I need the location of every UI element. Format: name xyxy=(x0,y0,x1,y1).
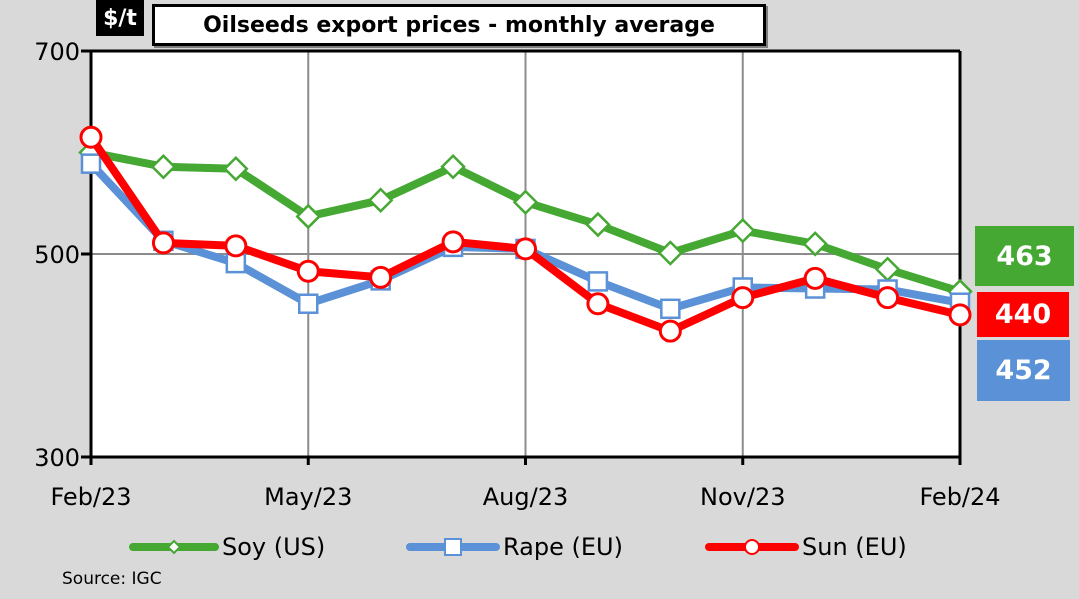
legend-item-sun[interactable]: Sun (EU) xyxy=(704,530,907,564)
data-point xyxy=(79,125,103,149)
legend-item-soy[interactable]: Soy (US) xyxy=(128,530,325,564)
x-tick-label: Feb/24 xyxy=(919,483,1000,511)
data-point xyxy=(731,286,755,310)
chart-title: Oilseeds export prices - monthly average xyxy=(152,4,766,46)
data-point xyxy=(660,298,681,320)
data-point xyxy=(296,259,320,283)
legend-label-soy: Soy (US) xyxy=(222,533,326,561)
data-point xyxy=(729,217,756,244)
legend: Soy (US) Rape (EU) Sun (EU) xyxy=(0,530,1079,564)
data-point xyxy=(295,203,322,230)
data-point xyxy=(441,230,465,254)
latest-value-soy: 463 xyxy=(975,226,1074,286)
x-tick-label: May/23 xyxy=(264,483,352,511)
data-point xyxy=(512,189,539,216)
data-point xyxy=(802,231,828,257)
data-point xyxy=(586,292,610,316)
circle-marker-icon xyxy=(744,539,760,555)
series-sun-eu xyxy=(79,125,972,343)
data-point xyxy=(514,237,537,261)
data-point xyxy=(657,240,684,266)
legend-label-sun: Sun (EU) xyxy=(802,533,907,561)
legend-label-rape: Rape (EU) xyxy=(503,533,623,561)
y-tick-label: 700 xyxy=(34,38,80,66)
data-point xyxy=(298,293,319,314)
x-tick-label: Nov/23 xyxy=(700,483,785,511)
data-point xyxy=(367,187,394,213)
data-point xyxy=(658,319,682,343)
legend-item-rape[interactable]: Rape (EU) xyxy=(405,530,623,564)
x-tick-label: Aug/23 xyxy=(483,483,569,511)
unit-label: $/t xyxy=(96,0,144,36)
series-group xyxy=(78,125,973,343)
axes xyxy=(81,49,962,465)
y-tick-label: 300 xyxy=(34,444,80,472)
data-point xyxy=(80,153,102,174)
data-point xyxy=(587,271,609,292)
data-point xyxy=(223,155,249,182)
diamond-marker-icon xyxy=(166,539,182,555)
latest-value-rape: 452 xyxy=(977,340,1070,401)
data-point xyxy=(803,266,827,290)
legend-swatch-sun xyxy=(705,539,799,555)
y-axis-ticks: 300 500 700 xyxy=(34,38,91,472)
data-point xyxy=(151,231,175,255)
data-point xyxy=(369,265,393,289)
y-tick-label: 500 xyxy=(34,241,80,269)
data-point xyxy=(150,153,177,180)
data-point xyxy=(876,286,900,310)
x-axis-ticks: Feb/23 May/23 Aug/23 Nov/23 Feb/24 xyxy=(50,457,1001,511)
latest-value-sun: 440 xyxy=(977,292,1069,337)
x-tick-label: Feb/23 xyxy=(50,483,131,511)
square-marker-icon xyxy=(444,538,462,556)
data-point xyxy=(948,303,972,327)
legend-swatch-rape xyxy=(406,538,500,556)
legend-swatch-soy xyxy=(129,539,219,555)
data-point xyxy=(440,153,466,180)
source-note: Source: IGC xyxy=(62,569,162,589)
data-point xyxy=(585,211,611,238)
data-point xyxy=(224,234,248,258)
